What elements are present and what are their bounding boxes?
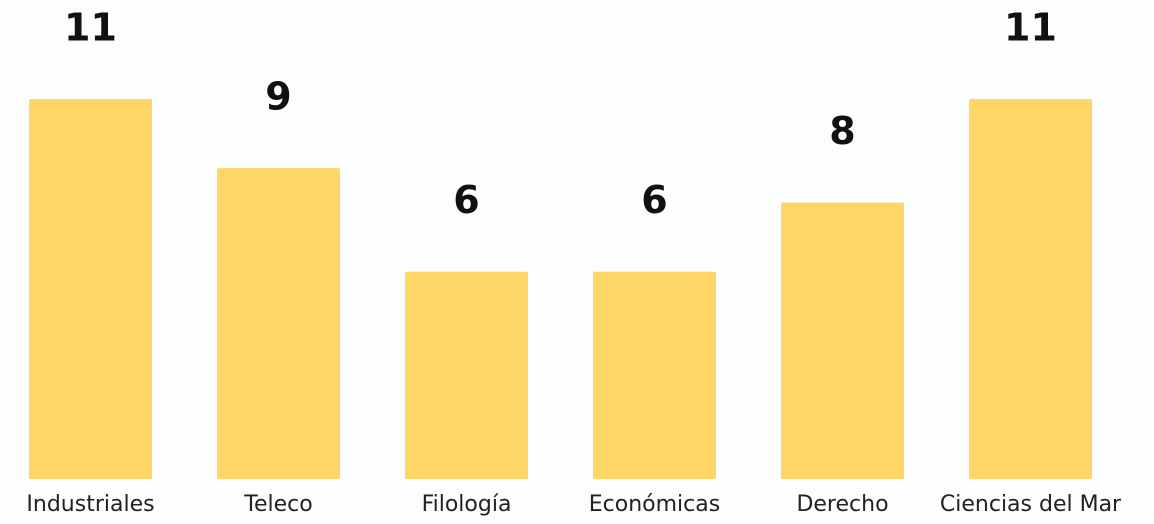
x-tick-label: Económicas — [589, 492, 720, 517]
value-label: 6 — [641, 178, 667, 222]
bar — [969, 99, 1092, 479]
bar — [405, 271, 528, 479]
bar — [593, 271, 716, 479]
value-label: 11 — [64, 6, 117, 50]
x-tick-label: Industriales — [26, 492, 154, 517]
bar — [781, 202, 904, 480]
value-label: 8 — [829, 109, 855, 153]
value-label: 9 — [265, 75, 291, 119]
x-tick-label: Ciencias del Mar — [940, 492, 1122, 517]
value-label: 6 — [453, 178, 479, 222]
x-tick-label: Filología — [422, 492, 512, 517]
bar — [29, 99, 152, 479]
x-tick-label: Derecho — [796, 492, 888, 517]
x-tick-label: Teleco — [243, 492, 312, 517]
bar — [217, 168, 340, 479]
value-label: 11 — [1004, 6, 1057, 50]
